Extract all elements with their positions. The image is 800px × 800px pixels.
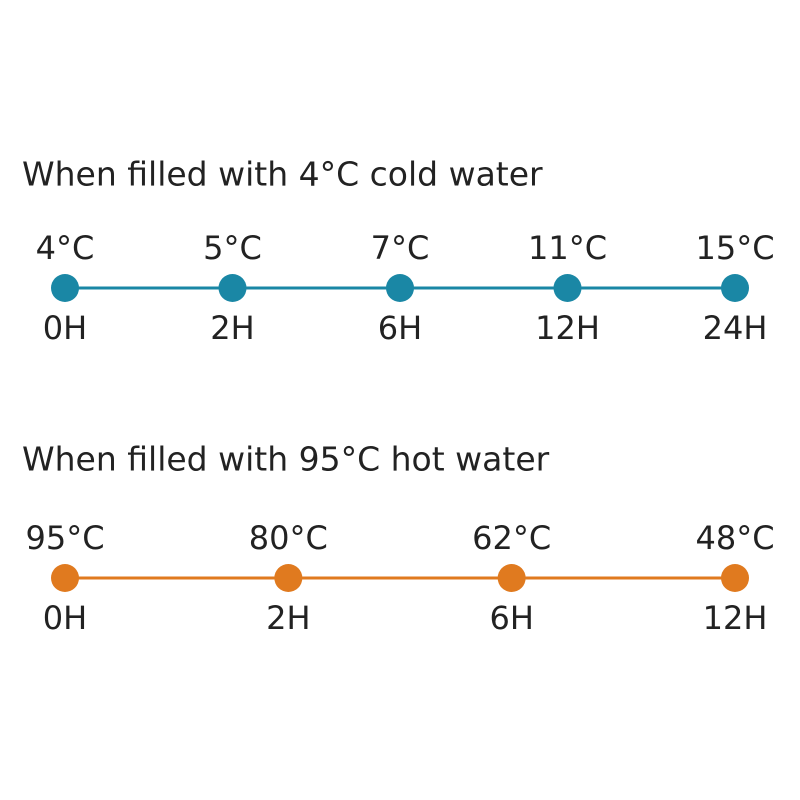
temperature-label: 62°C	[472, 519, 551, 557]
temperature-label: 7°C	[371, 229, 430, 267]
timeline-dot	[553, 274, 582, 302]
time-label: 2H	[210, 309, 254, 347]
timeline-dot	[274, 564, 303, 592]
section-title: When filled with 95°C hot water	[22, 440, 550, 479]
timeline-dot	[51, 564, 79, 592]
temperature-label: 48°C	[695, 519, 774, 557]
timeline-dot	[218, 274, 247, 302]
timeline-dot	[386, 274, 414, 302]
temperature-label: 5°C	[203, 229, 262, 267]
time-label: 6H	[489, 599, 533, 637]
temperature-label: 80°C	[249, 519, 328, 557]
time-label: 0H	[43, 599, 87, 637]
temperature-label: 4°C	[36, 229, 95, 267]
time-label: 0H	[43, 309, 87, 347]
timeline-dot	[497, 564, 526, 592]
time-label: 24H	[703, 309, 768, 347]
time-label: 12H	[535, 309, 600, 347]
timeline-dot	[721, 564, 749, 592]
temperature-label: 11°C	[528, 229, 607, 267]
timeline-dot	[721, 274, 749, 302]
temperature-label: 15°C	[695, 229, 774, 267]
section-title: When filled with 4°C cold water	[22, 155, 543, 194]
time-label: 2H	[266, 599, 310, 637]
time-label: 12H	[703, 599, 768, 637]
temperature-label: 95°C	[25, 519, 104, 557]
time-label: 6H	[378, 309, 422, 347]
timeline-dot	[51, 274, 79, 302]
